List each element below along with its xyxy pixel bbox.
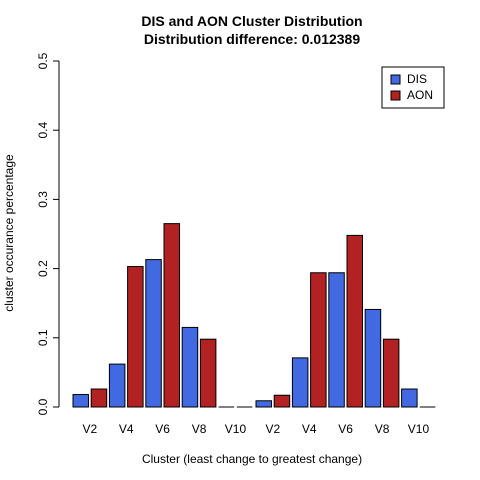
bar-dis [291, 357, 309, 408]
y-tick-label: 0.1 [36, 329, 50, 346]
bar-dis [108, 363, 126, 408]
x-tick-label: V4 [302, 422, 317, 436]
bar-aon [90, 388, 108, 408]
bar-aon [273, 394, 291, 408]
bar-dis [255, 400, 272, 408]
bar-dis [364, 308, 382, 408]
bar-aon [199, 338, 217, 408]
bar-dis [145, 259, 162, 408]
bar-aon [382, 338, 400, 408]
bar-aon [127, 266, 144, 408]
x-tick-label: V6 [155, 422, 170, 436]
x-axis-label: Cluster (least change to greatest change… [142, 452, 362, 466]
y-axis: 0.0 0.1 0.2 0.3 0.4 0.5 [36, 52, 60, 415]
bar-aon [163, 223, 180, 408]
x-tick-labels: V2 V4 V6 V8 V10 V2 V4 V6 V8 V10 [83, 422, 430, 436]
y-tick-label: 0.5 [36, 52, 50, 69]
y-tick-label: 0.0 [36, 398, 50, 415]
y-tick-label: 0.2 [36, 260, 50, 277]
x-tick-label: V6 [338, 422, 353, 436]
bar-dis [181, 326, 199, 408]
bars-layer [72, 223, 436, 408]
bar-dis [401, 388, 418, 408]
bar-dis [72, 394, 89, 408]
y-axis-label: cluster occurance percentage [2, 154, 16, 312]
x-tick-label: V8 [192, 422, 207, 436]
y-tick-label: 0.3 [36, 191, 50, 208]
x-tick-label: V2 [266, 422, 281, 436]
bar-aon [346, 234, 363, 408]
bar-dis [328, 272, 345, 408]
x-tick-label: V2 [83, 422, 98, 436]
legend-label-dis: DIS [407, 72, 427, 86]
x-tick-label: V10 [408, 422, 430, 436]
chart-subtitle: Distribution difference: 0.012389 [144, 31, 361, 47]
legend-label-aon: AON [407, 88, 433, 102]
legend-swatch-dis [390, 74, 401, 85]
x-tick-label: V10 [225, 422, 247, 436]
legend-box [381, 66, 445, 109]
y-tick-label: 0.4 [36, 122, 50, 139]
bar-aon [310, 272, 327, 408]
legend-swatch-aon [390, 90, 401, 101]
x-tick-label: V4 [119, 422, 134, 436]
legend: DIS AON [381, 66, 445, 109]
chart-title: DIS and AON Cluster Distribution [141, 13, 362, 29]
x-tick-label: V8 [375, 422, 390, 436]
